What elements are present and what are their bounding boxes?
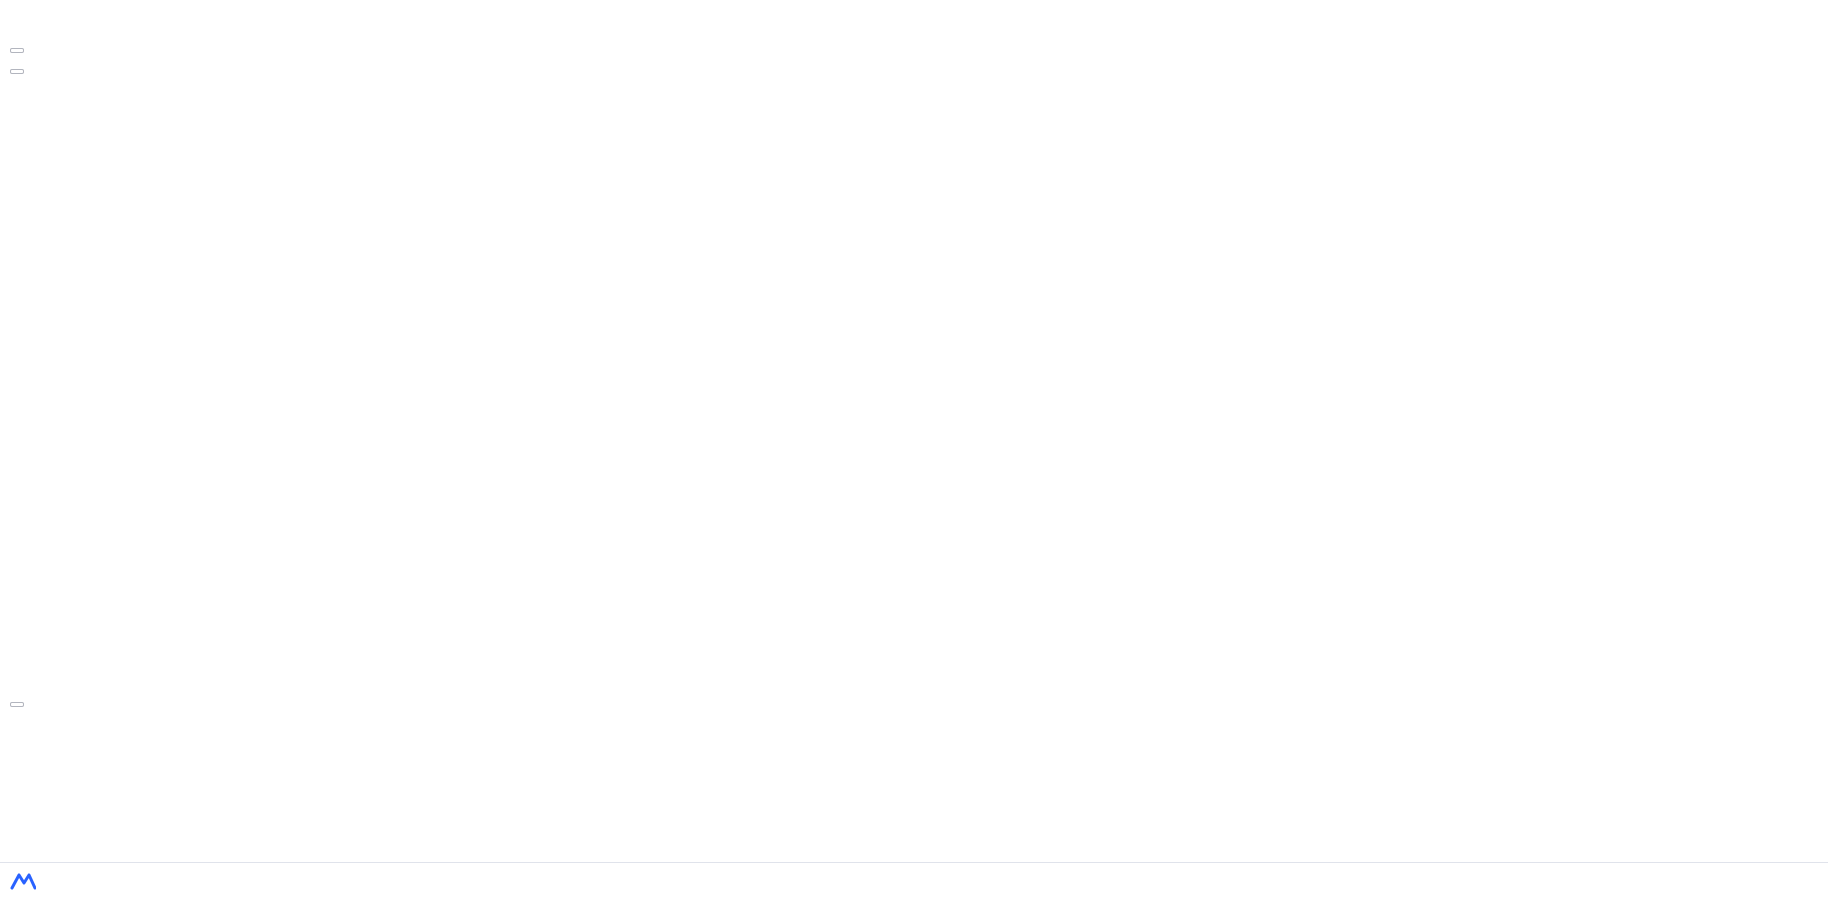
legend-ma50[interactable] [10,48,24,53]
tradingview-logo-icon[interactable] [10,871,36,891]
ohlc-high [44,22,52,39]
ohlc-low [59,22,67,39]
footer-bar [0,862,1828,898]
ohlc-close [74,22,82,39]
legend-rsi[interactable] [10,702,24,707]
header [0,0,1828,45]
ohlc-open [29,22,37,39]
legend-ma200[interactable] [10,69,24,74]
symbol-ohlc-row [8,22,89,39]
